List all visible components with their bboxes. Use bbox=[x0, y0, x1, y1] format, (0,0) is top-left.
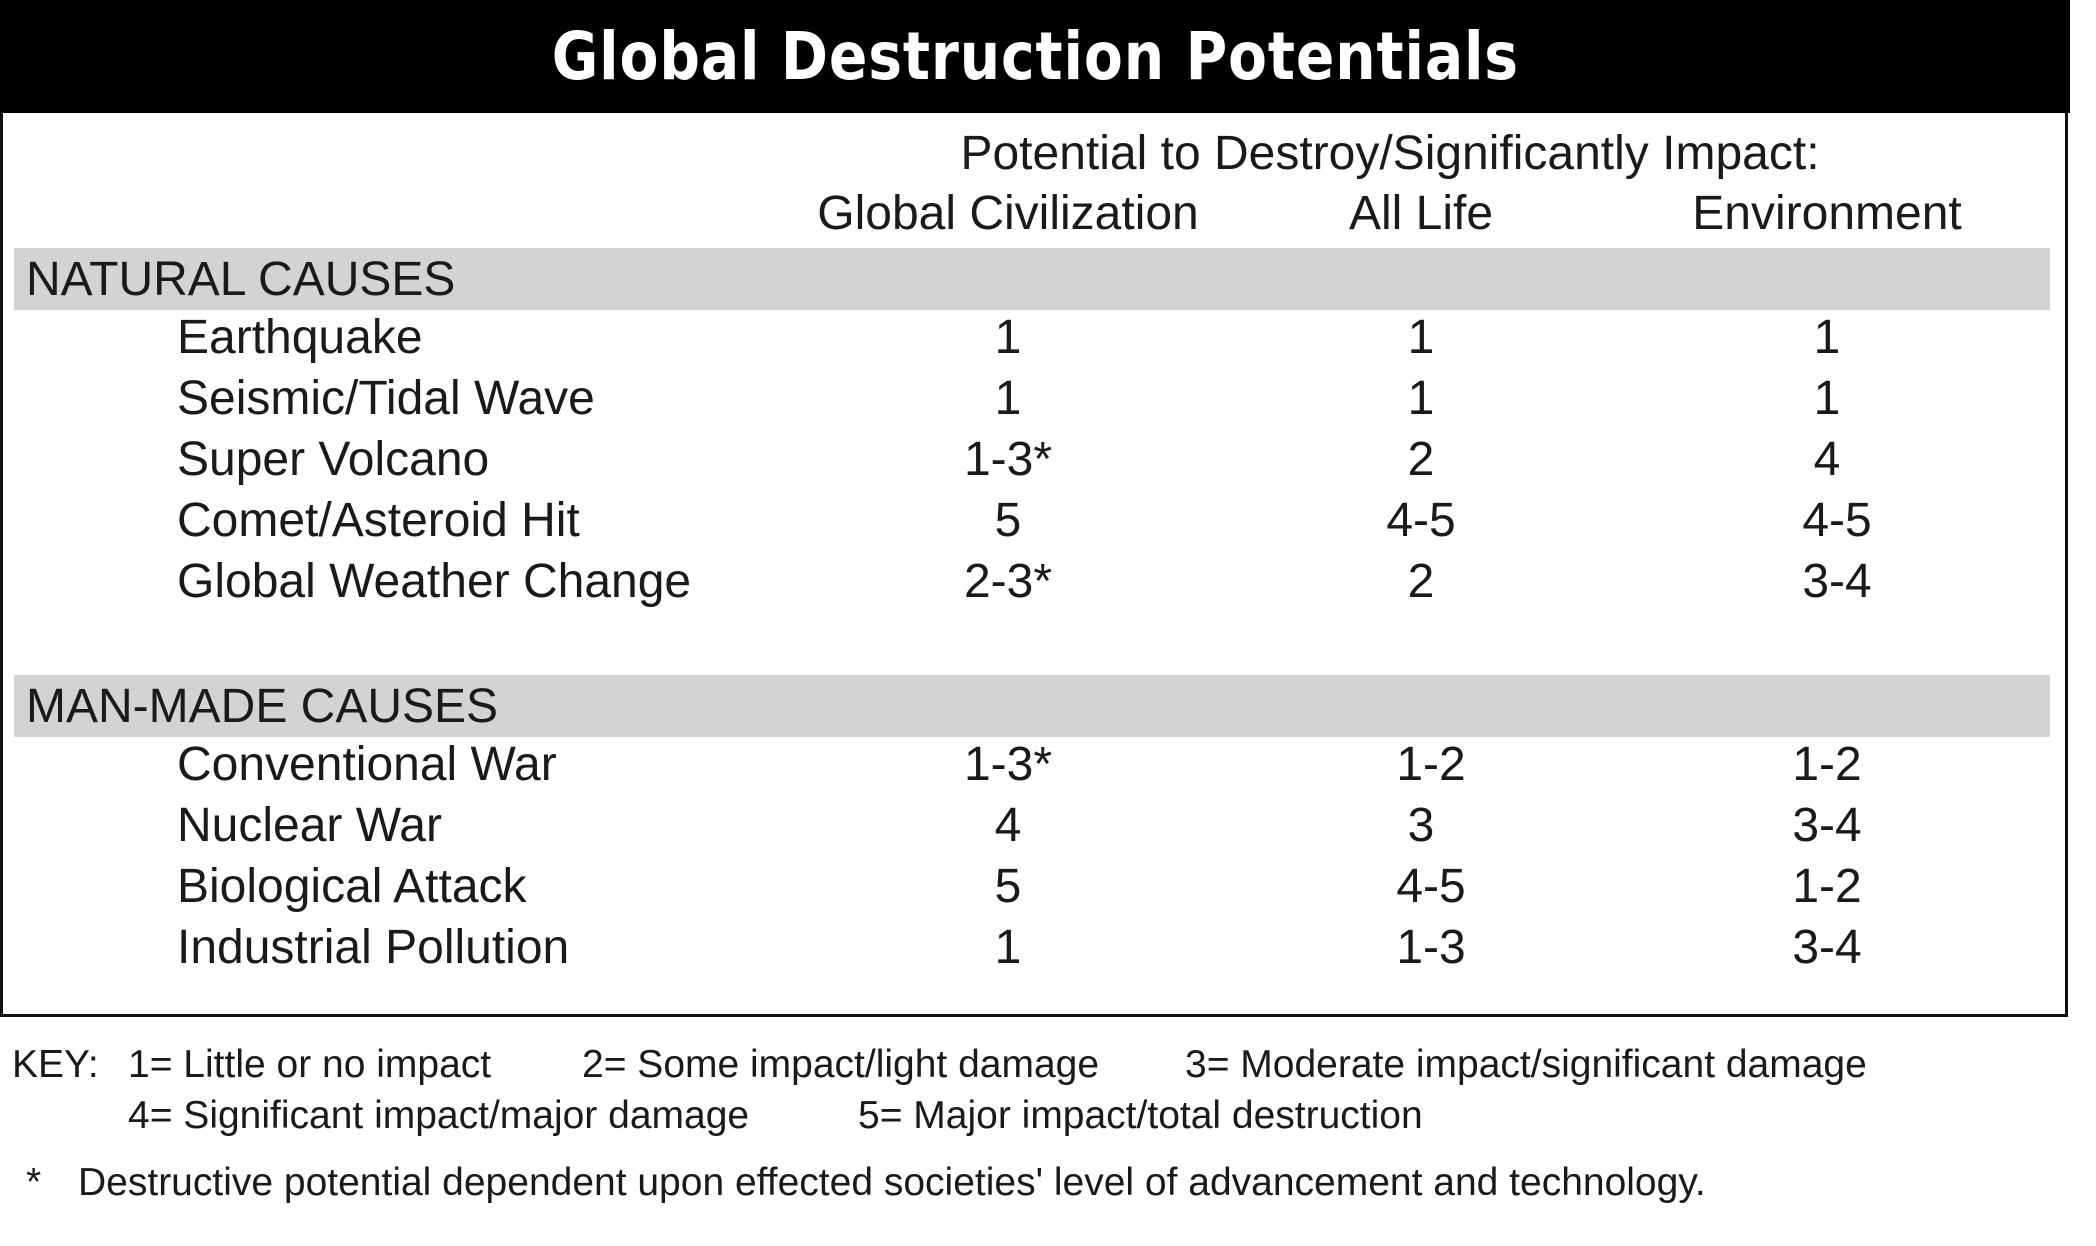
footnote-text: Destructive potential dependent upon eff… bbox=[78, 1161, 1706, 1204]
row-label: Super Volcano bbox=[177, 433, 490, 486]
key-item-4: 4= Significant impact/major damage bbox=[128, 1094, 750, 1137]
table-row: Earthquake 1 1 1 bbox=[0, 310, 2068, 370]
section-header-natural-causes: NATURAL CAUSES bbox=[14, 248, 2050, 310]
value-environment: 3-4 bbox=[1802, 555, 1872, 608]
key-prefix: KEY: bbox=[12, 1043, 99, 1086]
value-all-life: 3 bbox=[1407, 799, 1435, 852]
value-global-civilization: 1 bbox=[994, 372, 1022, 425]
value-global-civilization: 1-3* bbox=[963, 738, 1053, 791]
value-environment: 1-2 bbox=[1792, 860, 1862, 913]
table-frame bbox=[0, 0, 2068, 1017]
value-global-civilization: 2-3* bbox=[963, 555, 1053, 608]
value-global-civilization: 5 bbox=[994, 860, 1022, 913]
value-all-life: 4-5 bbox=[1386, 494, 1456, 547]
column-header-global-civilization: Global Civilization bbox=[817, 187, 1199, 240]
table-row: Nuclear War 4 3 3-4 bbox=[0, 798, 2068, 858]
value-all-life: 4-5 bbox=[1396, 860, 1466, 913]
title-bar: Global Destruction Potentials bbox=[0, 0, 2070, 113]
row-label: Nuclear War bbox=[177, 799, 442, 852]
column-group-header: Potential to Destroy/Significantly Impac… bbox=[960, 127, 1820, 180]
value-all-life: 2 bbox=[1407, 433, 1435, 486]
row-label: Biological Attack bbox=[177, 860, 527, 913]
row-label: Earthquake bbox=[177, 311, 423, 364]
key-item-2: 2= Some impact/light damage bbox=[582, 1043, 1100, 1086]
row-label: Seismic/Tidal Wave bbox=[177, 372, 595, 425]
key-item-5: 5= Major impact/total destruction bbox=[858, 1094, 1423, 1137]
value-environment: 4-5 bbox=[1802, 494, 1872, 547]
footnote-mark: * bbox=[26, 1161, 42, 1204]
value-global-civilization: 1 bbox=[994, 921, 1022, 974]
row-label: Global Weather Change bbox=[177, 555, 692, 608]
value-environment: 4 bbox=[1813, 433, 1841, 486]
value-environment: 1 bbox=[1813, 372, 1841, 425]
value-global-civilization: 1-3* bbox=[963, 433, 1053, 486]
value-environment: 1-2 bbox=[1792, 738, 1862, 791]
section-title: MAN-MADE CAUSES bbox=[26, 680, 499, 733]
table-row: Comet/Asteroid Hit 5 4-5 4-5 bbox=[0, 493, 2068, 553]
key-item-1: 1= Little or no impact bbox=[128, 1043, 492, 1086]
value-all-life: 1-2 bbox=[1396, 738, 1466, 791]
value-all-life: 1-3 bbox=[1396, 921, 1466, 974]
table-row: Conventional War 1-3* 1-2 1-2 bbox=[0, 737, 2068, 797]
table-row: Biological Attack 5 4-5 1-2 bbox=[0, 859, 2068, 919]
table-row: Super Volcano 1-3* 2 4 bbox=[0, 432, 2068, 492]
key-item-3: 3= Moderate impact/significant damage bbox=[1185, 1043, 1867, 1086]
row-label: Industrial Pollution bbox=[177, 921, 570, 974]
value-global-civilization: 4 bbox=[994, 799, 1022, 852]
value-global-civilization: 5 bbox=[994, 494, 1022, 547]
value-environment: 3-4 bbox=[1792, 799, 1862, 852]
section-title: NATURAL CAUSES bbox=[26, 253, 456, 306]
value-environment: 1 bbox=[1813, 311, 1841, 364]
column-header-environment: Environment bbox=[1692, 187, 1962, 240]
value-all-life: 1 bbox=[1407, 372, 1435, 425]
column-header-all-life: All Life bbox=[1348, 187, 1494, 240]
table-row: Industrial Pollution 1 1-3 3-4 bbox=[0, 920, 2068, 980]
section-header-man-made-causes: MAN-MADE CAUSES bbox=[14, 675, 2050, 737]
page-title: Global Destruction Potentials bbox=[551, 18, 1519, 95]
value-environment: 3-4 bbox=[1792, 921, 1862, 974]
value-all-life: 1 bbox=[1407, 311, 1435, 364]
value-all-life: 2 bbox=[1407, 555, 1435, 608]
value-global-civilization: 1 bbox=[994, 311, 1022, 364]
table-row: Seismic/Tidal Wave 1 1 1 bbox=[0, 371, 2068, 431]
row-label: Conventional War bbox=[177, 738, 557, 791]
table-row: Global Weather Change 2-3* 2 3-4 bbox=[0, 554, 2068, 614]
row-label: Comet/Asteroid Hit bbox=[177, 494, 580, 547]
